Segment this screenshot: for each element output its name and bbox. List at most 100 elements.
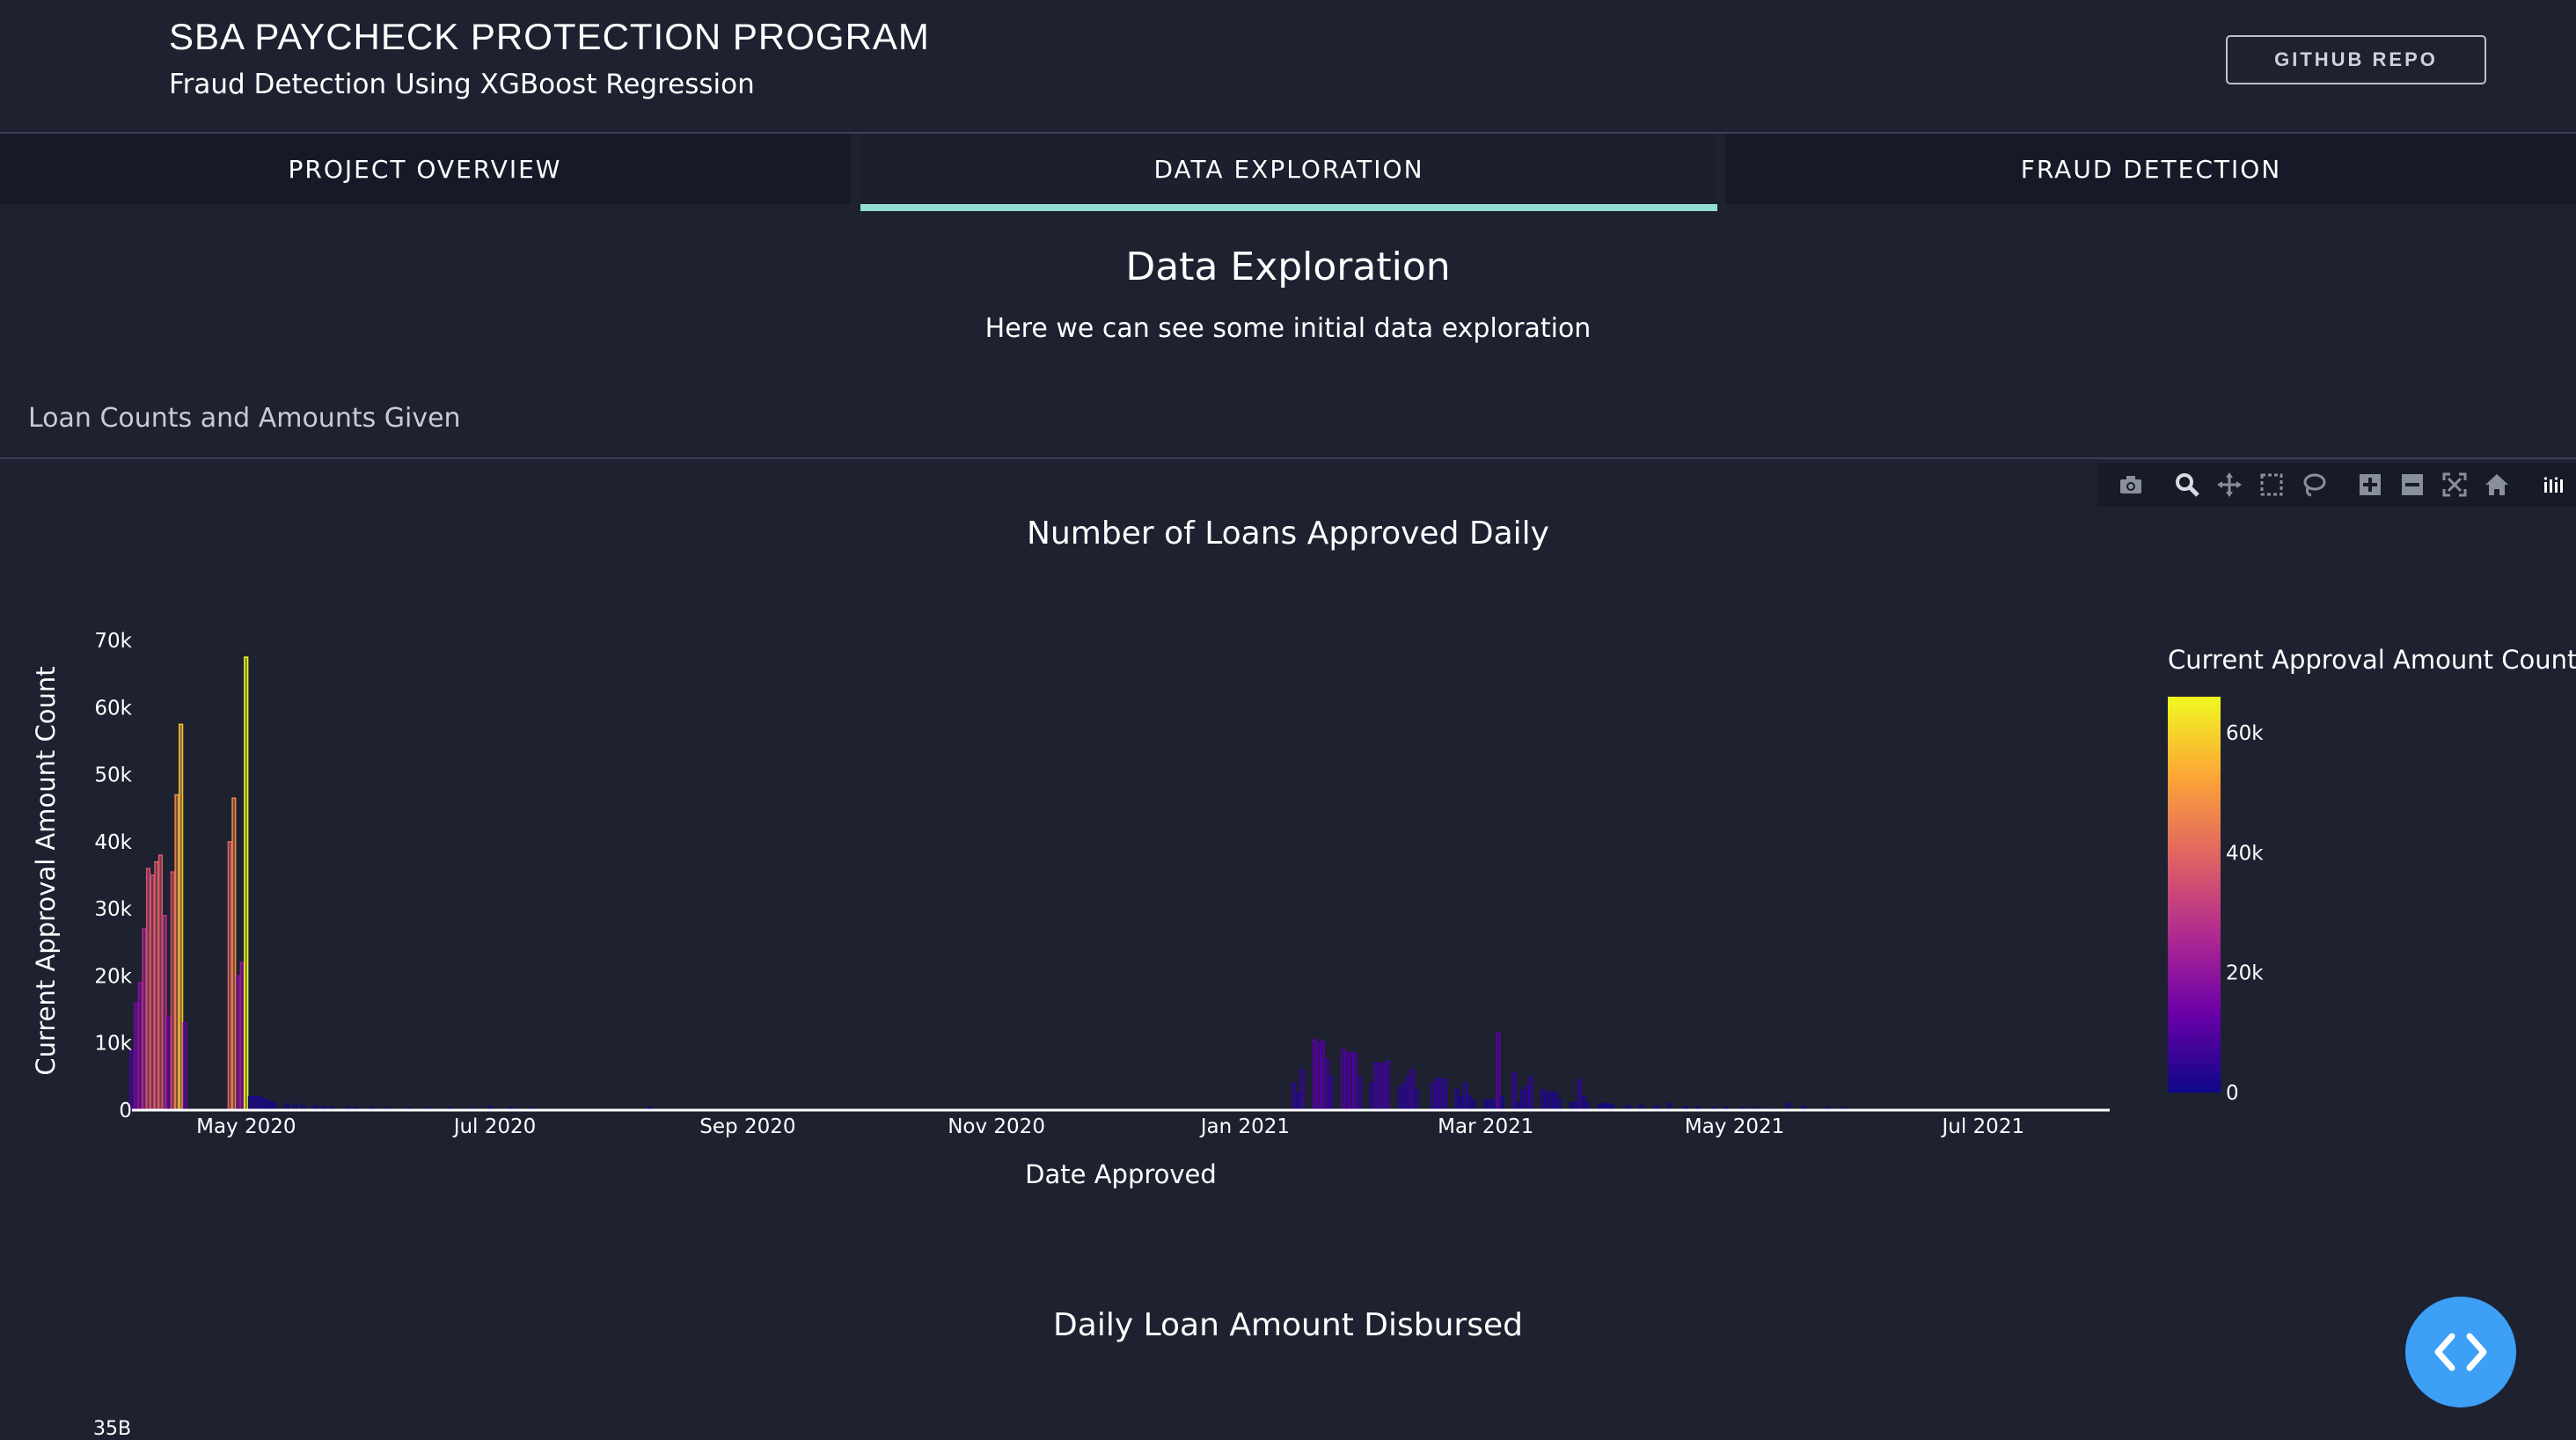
y-tick-label: 40k	[94, 831, 132, 854]
bar[interactable]	[1385, 1060, 1391, 1111]
bar[interactable]	[150, 874, 155, 1111]
card-divider	[0, 457, 2576, 459]
bar[interactable]	[1352, 1053, 1358, 1111]
bar[interactable]	[1299, 1069, 1305, 1111]
bar[interactable]	[1483, 1099, 1489, 1111]
bar[interactable]	[1463, 1082, 1468, 1111]
bar[interactable]	[1442, 1078, 1448, 1111]
bar[interactable]	[157, 854, 164, 1111]
plotly-logo-icon[interactable]	[2532, 463, 2574, 507]
bar[interactable]	[1406, 1076, 1411, 1111]
bar[interactable]	[1556, 1099, 1562, 1111]
bar[interactable]	[1511, 1072, 1517, 1111]
bar[interactable]	[162, 915, 167, 1111]
bar[interactable]	[1434, 1078, 1439, 1111]
pan-icon[interactable]	[2208, 463, 2250, 507]
autoscale-icon[interactable]	[2433, 463, 2476, 507]
bar[interactable]	[166, 1015, 172, 1111]
bar[interactable]	[1454, 1088, 1460, 1111]
bar[interactable]	[170, 871, 175, 1111]
bar[interactable]	[1577, 1078, 1583, 1111]
bar[interactable]	[244, 656, 249, 1111]
bar[interactable]	[1316, 1042, 1321, 1111]
camera-icon[interactable]	[2110, 463, 2152, 507]
bar[interactable]	[1377, 1062, 1382, 1111]
bar[interactable]	[1548, 1091, 1554, 1111]
zoom-in-icon[interactable]	[2349, 463, 2391, 507]
bar[interactable]	[1357, 1076, 1362, 1111]
zoom-out-icon[interactable]	[2391, 463, 2433, 507]
bar[interactable]	[247, 1095, 253, 1111]
reset-axes-icon[interactable]	[2476, 463, 2518, 507]
box-select-icon[interactable]	[2250, 463, 2293, 507]
bar[interactable]	[129, 1049, 135, 1111]
colorbar-ticks: 0 20k 40k 60k	[2226, 722, 2264, 1105]
bar[interactable]	[154, 860, 159, 1111]
bar[interactable]	[137, 982, 143, 1111]
bar[interactable]	[134, 1002, 139, 1111]
bar[interactable]	[179, 723, 184, 1111]
bar[interactable]	[1519, 1089, 1526, 1111]
zoom-icon[interactable]	[2166, 463, 2208, 507]
bar[interactable]	[231, 797, 237, 1111]
bar[interactable]	[1312, 1039, 1317, 1111]
bar[interactable]	[1553, 1092, 1558, 1111]
app-header: SBA PAYCHECK PROTECTION PROGRAM Fraud De…	[0, 0, 2576, 134]
bar[interactable]	[1540, 1089, 1546, 1111]
y-axis-ticks: 0 10k 20k 30k 40k 50k 60k 70k	[94, 630, 132, 1122]
bar[interactable]	[1320, 1040, 1326, 1111]
bar[interactable]	[1397, 1085, 1403, 1111]
bar[interactable]	[145, 867, 151, 1111]
loans-approved-chart: 0 10k 20k 30k 40k 50k 60k 70k May 2020 Jul 2020 S…	[31, 630, 2576, 1189]
bar[interactable]	[1341, 1049, 1346, 1111]
tab-fraud-detection[interactable]: FRAUD DETECTION	[1726, 134, 2576, 204]
bar[interactable]	[1459, 1095, 1464, 1111]
bar[interactable]	[1349, 1051, 1354, 1111]
bar[interactable]	[174, 793, 179, 1111]
bar[interactable]	[1409, 1069, 1416, 1111]
bar[interactable]	[227, 841, 232, 1111]
app-subtitle: Fraud Detection Using XGBoost Regression	[169, 69, 755, 100]
section-description: Here we can see some initial data explor…	[984, 313, 1592, 344]
bar[interactable]	[239, 961, 245, 1111]
bar[interactable]	[1324, 1059, 1329, 1111]
bar[interactable]	[1414, 1089, 1419, 1111]
bar[interactable]	[1438, 1078, 1444, 1111]
bar[interactable]	[264, 1099, 269, 1111]
bar[interactable]	[1487, 1099, 1493, 1111]
code-toggle-button[interactable]	[2405, 1297, 2516, 1407]
colorbar-tick-label: 60k	[2226, 722, 2264, 745]
bar[interactable]	[1292, 1082, 1297, 1111]
bar[interactable]	[256, 1095, 261, 1111]
github-repo-button[interactable]: GITHUB REPO	[2226, 35, 2486, 84]
bar[interactable]	[260, 1097, 265, 1111]
bar[interactable]	[142, 928, 147, 1111]
bar[interactable]	[1491, 1099, 1497, 1111]
bar[interactable]	[1471, 1099, 1476, 1111]
bar[interactable]	[1381, 1064, 1387, 1111]
y-tick-label: 50k	[94, 764, 132, 787]
bar[interactable]	[1430, 1082, 1436, 1111]
bar[interactable]	[1401, 1082, 1407, 1111]
bar[interactable]	[1296, 1093, 1301, 1111]
tab-project-overview[interactable]: PROJECT OVERVIEW	[0, 134, 850, 204]
bar[interactable]	[235, 975, 241, 1111]
x-tick-label: Nov 2020	[948, 1115, 1045, 1138]
bar[interactable]	[1528, 1076, 1533, 1111]
bar[interactable]	[1369, 1082, 1374, 1111]
bar[interactable]	[1373, 1062, 1379, 1111]
tab-data-exploration[interactable]: DATA EXPLORATION	[860, 134, 1717, 211]
bar[interactable]	[1467, 1095, 1472, 1111]
bar[interactable]	[1499, 1095, 1504, 1111]
y-tick-label: 70k	[94, 630, 132, 653]
bar[interactable]	[1344, 1052, 1350, 1111]
bar[interactable]	[1544, 1093, 1549, 1111]
bar[interactable]	[1581, 1095, 1586, 1111]
bar[interactable]	[1524, 1085, 1529, 1111]
chart-modebar	[2097, 463, 2576, 507]
bar[interactable]	[1328, 1076, 1334, 1111]
lasso-icon[interactable]	[2293, 463, 2335, 507]
bar[interactable]	[1496, 1032, 1501, 1111]
bar[interactable]	[182, 1022, 187, 1111]
bar[interactable]	[252, 1095, 257, 1111]
